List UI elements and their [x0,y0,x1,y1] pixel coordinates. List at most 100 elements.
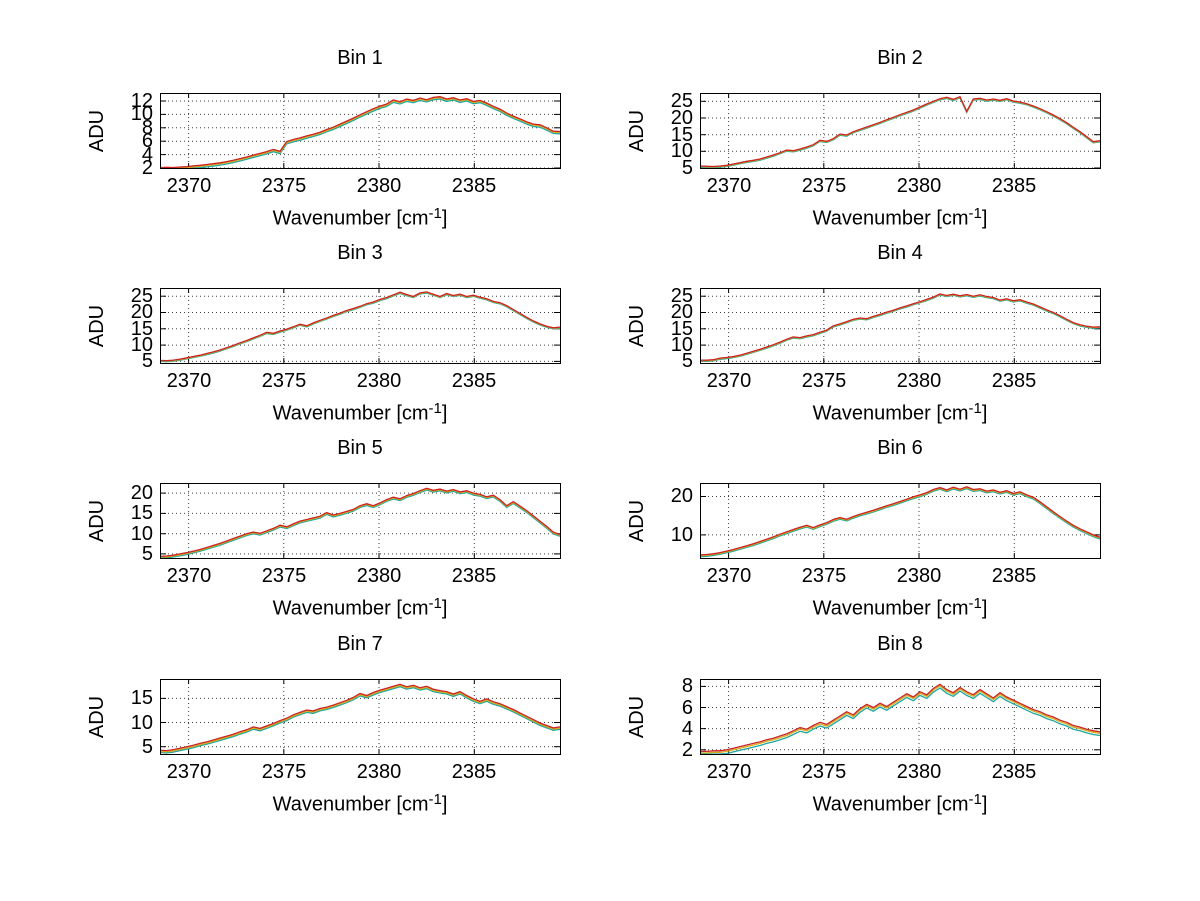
y-tick-label: 20 [670,107,693,129]
y-tick-label: 5 [681,350,693,372]
x-tick-label: 2370 [166,565,212,587]
x-tick-label: 2385 [991,565,1037,587]
y-tick-labels: 2 4 6 8 10 12 [45,90,153,179]
y-tick-label: 20 [670,301,693,323]
y-tick-label: 15 [130,318,153,340]
y-tick-label: 5 [141,543,153,565]
x-tick-label: 2375 [261,565,307,587]
y-tick-label: 8 [681,675,693,697]
x-tick-label: 2370 [166,175,212,197]
x-tick-label: 2375 [801,175,847,197]
y-tick-label: 10 [130,712,153,734]
y-tick-label: 5 [141,736,153,758]
plot-area [160,93,561,169]
x-tick-label: 2375 [261,175,307,197]
x-tick-labels: 2370 2375 2380 2385 [700,175,1101,199]
x-tick-labels: 2370 2375 2380 2385 [700,565,1101,589]
y-tick-label: 10 [670,140,693,162]
y-tick-label: 2 [681,739,693,761]
y-tick-label: 20 [130,301,153,323]
y-tick-label: 6 [141,130,153,152]
x-tick-label: 2370 [706,761,752,783]
x-tick-label: 2375 [801,565,847,587]
y-tick-label: 4 [681,718,693,740]
x-tick-label: 2385 [991,175,1037,197]
y-tick-labels: 5 10 15 [45,679,153,758]
subplot-bin-1: Bin 1 ADU 2 4 6 8 10 12 2370 2375 2380 2385 Wave… [45,47,590,242]
subplot-title: Bin 2 [877,47,923,69]
subplot-title: Bin 1 [337,47,383,69]
y-tick-labels: 10 20 [585,483,693,559]
x-tick-label: 2380 [896,370,942,392]
x-axis-label: Wavenumber [cm-1] [812,205,988,230]
y-tick-label: 25 [670,285,693,307]
x-axis-label: Wavenumber [cm-1] [272,595,448,620]
y-tick-label: 10 [130,334,153,356]
x-axis-label: Wavenumber [cm-1] [272,400,448,425]
x-axis-label: Wavenumber [cm-1] [812,791,988,816]
plot-area [700,288,1101,364]
x-tick-label: 2380 [356,565,402,587]
plot-area [160,483,561,559]
x-tick-label: 2380 [356,370,402,392]
x-tick-label: 2370 [166,761,212,783]
y-tick-label: 15 [670,124,693,146]
x-tick-labels: 2370 2375 2380 2385 [160,761,561,785]
x-axis-label: Wavenumber [cm-1] [812,595,988,620]
x-tick-label: 2370 [706,565,752,587]
subplot-title: Bin 5 [337,437,383,459]
x-tick-label: 2380 [356,761,402,783]
x-tick-label: 2375 [261,761,307,783]
x-axis-label: Wavenumber [cm-1] [812,400,988,425]
x-tick-labels: 2370 2375 2380 2385 [160,175,561,199]
x-tick-label: 2385 [991,761,1037,783]
y-tick-label: 20 [130,482,153,504]
y-tick-labels: 5 10 15 20 25 [585,90,693,179]
x-axis-label: Wavenumber [cm-1] [272,791,448,816]
y-tick-label: 4 [141,144,153,166]
subplot-title: Bin 6 [877,437,923,459]
x-tick-label: 2380 [896,175,942,197]
plot-area [700,93,1101,169]
y-tick-label: 5 [681,157,693,179]
x-tick-label: 2370 [706,370,752,392]
subplot-bin-3: Bin 3 ADU 5 10 15 20 25 2370 2375 2380 2385 Wav… [45,242,590,437]
y-tick-label: 6 [681,697,693,719]
subplot-title: Bin 8 [877,633,923,655]
y-tick-label: 10 [130,523,153,545]
y-tick-label: 5 [141,350,153,372]
y-tick-labels: 5 10 15 20 [45,482,153,565]
y-tick-label: 10 [130,103,153,125]
y-tick-labels: 5 10 15 20 25 [585,285,693,372]
y-tick-label: 2 [141,157,153,179]
plot-area [700,483,1101,559]
x-tick-label: 2385 [451,761,497,783]
x-tick-label: 2380 [896,565,942,587]
x-tick-labels: 2370 2375 2380 2385 [700,761,1101,785]
x-tick-label: 2375 [801,761,847,783]
y-tick-label: 20 [670,485,693,507]
subplot-bin-4: Bin 4 ADU 5 10 15 20 25 2370 2375 2380 2385 Wav… [585,242,1130,437]
y-tick-label: 15 [130,687,153,709]
plot-area [160,288,561,364]
y-tick-label: 10 [670,334,693,356]
x-tick-labels: 2370 2375 2380 2385 [160,370,561,394]
x-tick-labels: 2370 2375 2380 2385 [160,565,561,589]
subplot-bin-5: Bin 5 ADU 5 10 15 20 2370 2375 2380 2385 Waven… [45,437,590,632]
x-tick-label: 2380 [356,175,402,197]
y-tick-label: 15 [670,318,693,340]
x-tick-label: 2375 [261,370,307,392]
x-axis-label: Wavenumber [cm-1] [272,205,448,230]
subplot-bin-6: Bin 6 ADU 10 20 2370 2375 2380 2385 Wavenumb… [585,437,1130,632]
y-tick-label: 15 [130,502,153,524]
x-tick-label: 2375 [801,370,847,392]
y-tick-label: 25 [670,90,693,112]
y-tick-labels: 5 10 15 20 25 [45,285,153,372]
subplot-title: Bin 7 [337,633,383,655]
x-tick-label: 2385 [451,175,497,197]
y-tick-label: 8 [141,117,153,139]
x-tick-label: 2385 [991,370,1037,392]
